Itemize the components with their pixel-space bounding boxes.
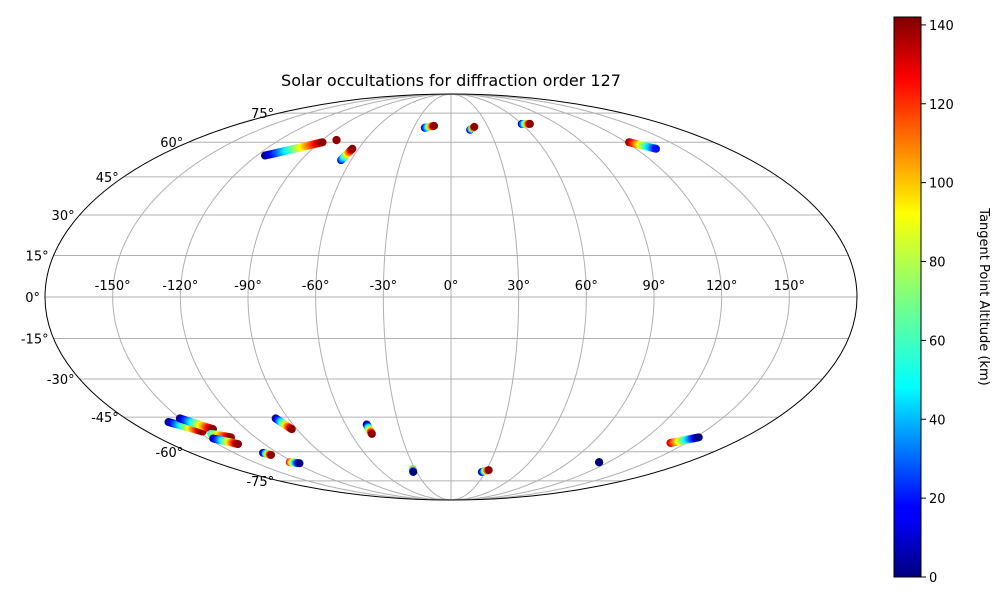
occultation-point [332, 136, 341, 145]
occultation-point [484, 466, 493, 475]
lat-tick-label: 75° [251, 107, 274, 122]
lat-tick-label: 0° [25, 291, 40, 306]
lat-tick-label: 30° [52, 209, 75, 224]
occultation-point [470, 122, 479, 131]
occultation-point [287, 425, 296, 434]
occultation-point [651, 144, 660, 153]
colorbar [893, 16, 922, 578]
latitude-tick-labels: 75° 60° 45° 30° 15° 0° -15° -30° -45° -60° -75° [21, 107, 274, 490]
lat-tick-label: 45° [96, 171, 119, 186]
occultation-point [348, 144, 357, 153]
lat-tick-label: 15° [26, 249, 49, 264]
lat-tick-label: -15° [21, 333, 49, 348]
colorbar-ticks: 0 20 40 60 80 100 120 140 [921, 19, 954, 586]
lat-tick-label: -60° [156, 446, 184, 461]
occultation-point [430, 121, 439, 130]
chart-title: Solar occultations for diffraction order… [281, 71, 621, 90]
lon-tick-label: -60° [302, 279, 330, 294]
occultation-point [595, 458, 604, 467]
lon-tick-label: 0° [444, 279, 459, 294]
occultation-point [367, 429, 376, 438]
occultation-point [318, 138, 327, 147]
lon-tick-label: 150° [774, 279, 805, 294]
lat-tick-label: -45° [91, 411, 119, 426]
occultation-point [409, 467, 418, 476]
lat-tick-label: -75° [246, 475, 274, 490]
lon-tick-label: -30° [369, 279, 397, 294]
colorbar-tick-label: 60 [929, 334, 946, 349]
map-outline [44, 93, 858, 501]
lon-tick-label: 120° [706, 279, 737, 294]
occultation-point [234, 440, 243, 449]
occultation-point [295, 459, 304, 468]
lat-tick-label: 60° [160, 136, 183, 151]
occultation-points [164, 119, 703, 476]
colorbar-tick-label: 80 [929, 256, 946, 271]
lon-tick-label: -120° [162, 279, 198, 294]
lon-tick-label: 60° [575, 279, 598, 294]
lon-tick-label: -90° [234, 279, 262, 294]
lon-tick-label: 90° [642, 279, 665, 294]
longitude-tick-labels: -150° -120° -90° -60° -30° 0° 30° 60° 90° 120° 150… [95, 279, 805, 294]
colorbar-tick-label: 0 [929, 571, 937, 586]
colorbar-tick-label: 140 [929, 19, 954, 34]
graticule [45, 94, 857, 500]
colorbar-tick-label: 100 [929, 177, 954, 192]
lat-tick-label: -30° [47, 373, 75, 388]
lon-tick-label: -150° [95, 279, 131, 294]
colorbar-tick-label: 20 [929, 492, 946, 507]
occultation-point [525, 119, 534, 128]
occultation-point [694, 433, 703, 442]
colorbar-tick-label: 120 [929, 98, 954, 113]
occultation-point [267, 450, 276, 459]
lon-tick-label: 30° [507, 279, 530, 294]
colorbar-tick-label: 40 [929, 413, 946, 428]
colorbar-label: Tangent Point Altitude (km) [976, 207, 991, 385]
